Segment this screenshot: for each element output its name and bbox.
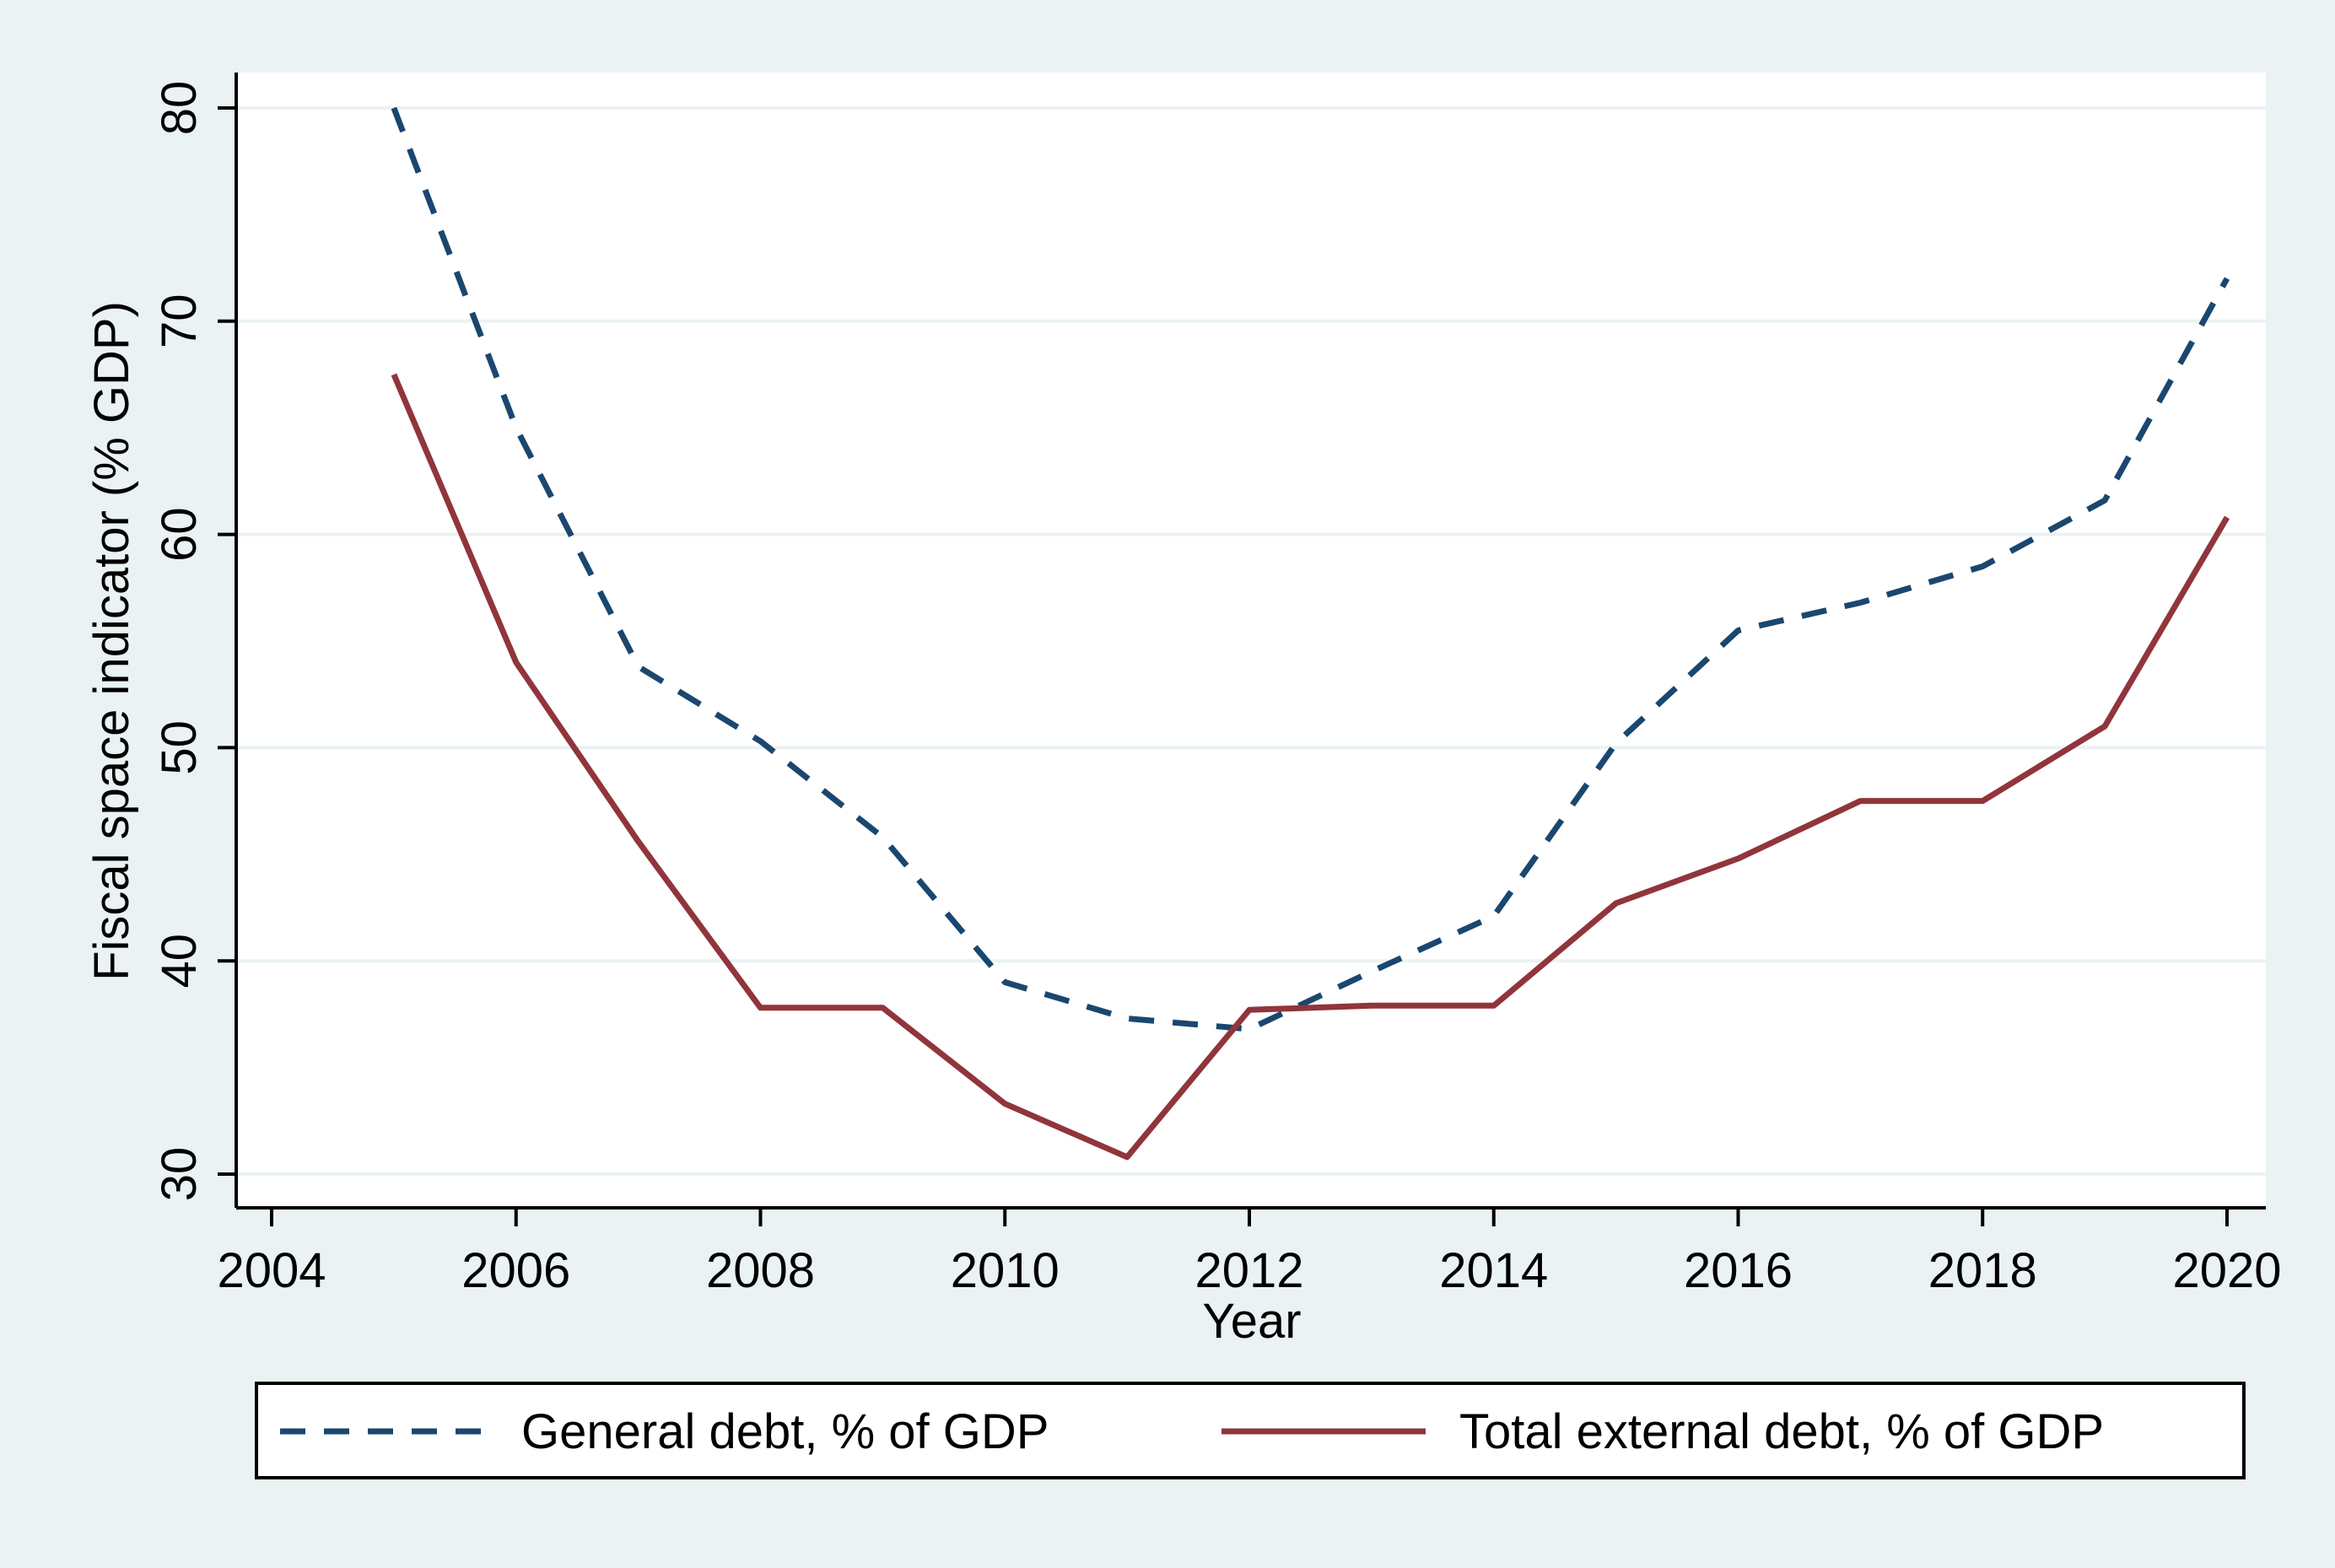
x-tick-label-2018: 2018 (1928, 1243, 2037, 1298)
series-line-general-debt (391, 106, 2230, 1032)
y-tick-label-30: 30 (152, 1147, 207, 1202)
gridlines (236, 106, 2266, 1176)
y-axis-title: Fiscal space indicator (% GDP) (84, 301, 139, 981)
y-tick-label-50: 50 (152, 720, 207, 775)
series-lines (391, 106, 2230, 1161)
axes: 30 40 50 60 70 80 2004 2006 2008 2010 2012 2014 2016… (152, 73, 2282, 1298)
plot-area (236, 73, 2266, 1208)
x-tick-label-2010: 2010 (951, 1243, 1060, 1298)
y-tick-label-70: 70 (152, 294, 207, 349)
y-tick-label-80: 80 (152, 81, 207, 136)
legend-label-general-debt: General debt, % of GDP (521, 1404, 1049, 1459)
x-tick-label-2016: 2016 (1684, 1243, 1793, 1298)
series-line-external-debt (391, 373, 2230, 1161)
x-axis-title: Year (1202, 1294, 1301, 1349)
y-tick-label-60: 60 (152, 507, 207, 562)
x-tick-label-2020: 2020 (2172, 1243, 2281, 1298)
x-tick-label-2008: 2008 (706, 1243, 815, 1298)
x-tick-label-2012: 2012 (1194, 1243, 1303, 1298)
x-tick-label-2006: 2006 (461, 1243, 570, 1298)
legend-label-external-debt: Total external debt, % of GDP (1459, 1404, 2104, 1459)
legend: General debt, % of GDP Total external de… (255, 1382, 2246, 1479)
y-tick-label-40: 40 (152, 934, 207, 989)
x-tick-label-2004: 2004 (217, 1243, 326, 1298)
x-tick-label-2014: 2014 (1439, 1243, 1548, 1298)
